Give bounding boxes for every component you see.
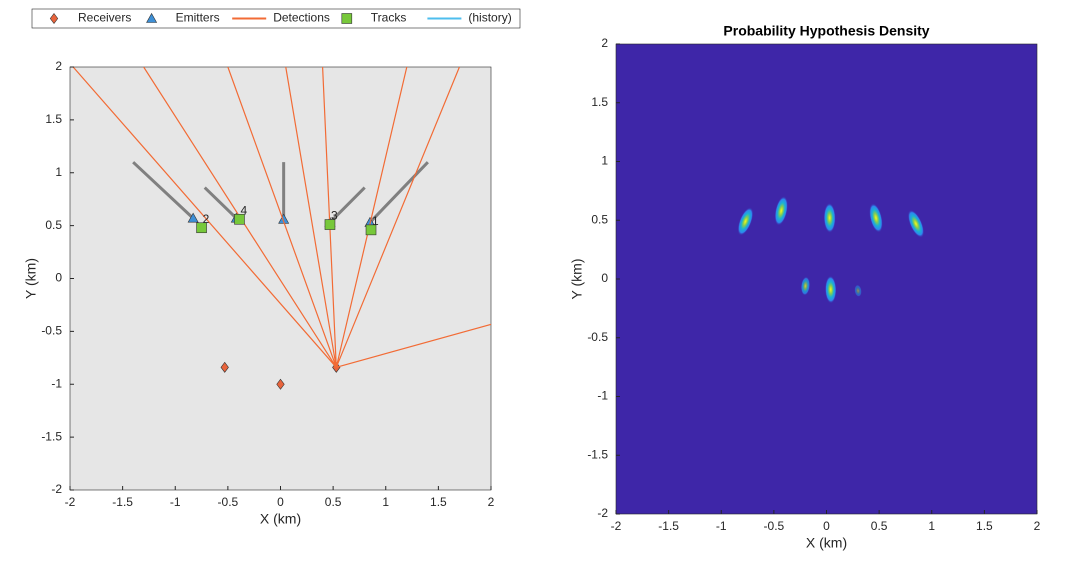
legend-box xyxy=(31,8,521,29)
square-marker xyxy=(196,222,207,234)
square-marker xyxy=(365,224,377,236)
history-path xyxy=(132,161,429,224)
x-tick-label: 0 xyxy=(823,519,830,533)
x-tick-label: 1.5 xyxy=(976,519,993,533)
diamond-marker xyxy=(220,361,229,373)
density-peak xyxy=(869,203,883,233)
plot-content: 2 4 3 1 xyxy=(72,67,491,390)
y-axis-label: Y (km) xyxy=(569,259,585,300)
x-tick-label: -1.5 xyxy=(112,495,133,509)
x-tick-label: 0.5 xyxy=(871,519,888,533)
x-tick-label: 2 xyxy=(1034,519,1041,533)
y-tick-label: 2 xyxy=(601,36,608,50)
square-marker xyxy=(324,219,336,230)
legend-label: Tracks xyxy=(371,11,407,25)
y-tick-label: -1.5 xyxy=(41,429,62,443)
chart-title: Probability Hypothesis Density xyxy=(723,23,929,39)
x-tick-label: -0.5 xyxy=(764,519,785,533)
y-tick-label: -1 xyxy=(51,376,62,390)
legend-marker xyxy=(341,13,353,24)
y-tick-label: 0.5 xyxy=(45,218,62,232)
x-tick-label: 0 xyxy=(277,495,284,509)
x-tick-label: 1.5 xyxy=(430,495,447,509)
x-tick-label: 2 xyxy=(488,495,495,509)
x-axis-label: X (km) xyxy=(806,535,847,551)
legend-marker xyxy=(146,12,158,23)
y-tick-label: 0.5 xyxy=(591,212,608,226)
y-tick-label: 0 xyxy=(55,271,62,285)
y-tick-label: -0.5 xyxy=(41,324,62,338)
x-tick-label: -2 xyxy=(611,519,622,533)
density-peak xyxy=(823,202,836,233)
x-tick-label: -1 xyxy=(170,495,181,509)
legend-label: Detections xyxy=(273,11,330,25)
y-tick-label: 1.5 xyxy=(45,112,62,126)
legend-label: Emitters xyxy=(176,11,220,25)
legend-marker xyxy=(49,13,59,24)
y-tick-label: 2 xyxy=(55,59,62,73)
track-label: 1 xyxy=(372,214,379,228)
density-peak xyxy=(854,284,862,297)
x-tick-label: 1 xyxy=(382,495,389,509)
y-tick-label: -2 xyxy=(51,482,62,496)
y-tick-label: -1.5 xyxy=(587,447,608,461)
y-axis-label: Y (km) xyxy=(23,258,39,299)
track-label: 2 xyxy=(203,212,210,226)
density-peak xyxy=(737,207,754,236)
density-peak xyxy=(825,275,837,304)
density-peak xyxy=(800,276,811,296)
x-tick-label: 0.5 xyxy=(325,495,342,509)
y-tick-label: 1 xyxy=(55,165,62,179)
y-tick-label: -2 xyxy=(597,506,608,520)
y-tick-label: -1 xyxy=(597,389,608,403)
legend-label: (history) xyxy=(468,11,511,25)
x-tick-label: -0.5 xyxy=(218,495,239,509)
y-tick-label: -0.5 xyxy=(587,330,608,344)
x-tick-label: -2 xyxy=(65,495,76,509)
density-peak xyxy=(774,196,788,226)
plot-area xyxy=(615,43,1038,515)
diamond-marker xyxy=(276,378,285,390)
legend-label: Receivers xyxy=(78,11,131,25)
square-marker xyxy=(234,213,245,225)
x-tick-label: -1.5 xyxy=(658,519,679,533)
y-tick-label: 0 xyxy=(601,271,608,285)
x-tick-label: 1 xyxy=(928,519,935,533)
triangle-marker xyxy=(187,212,199,223)
x-axis-label: X (km) xyxy=(260,511,301,527)
plot-content xyxy=(737,196,925,304)
y-tick-label: 1 xyxy=(601,154,608,168)
plot-area xyxy=(69,66,492,491)
x-tick-label: -1 xyxy=(716,519,727,533)
track-label: 3 xyxy=(331,209,338,223)
density-peak xyxy=(907,209,925,238)
y-tick-label: 1.5 xyxy=(591,95,608,109)
track-label: 4 xyxy=(240,203,247,217)
